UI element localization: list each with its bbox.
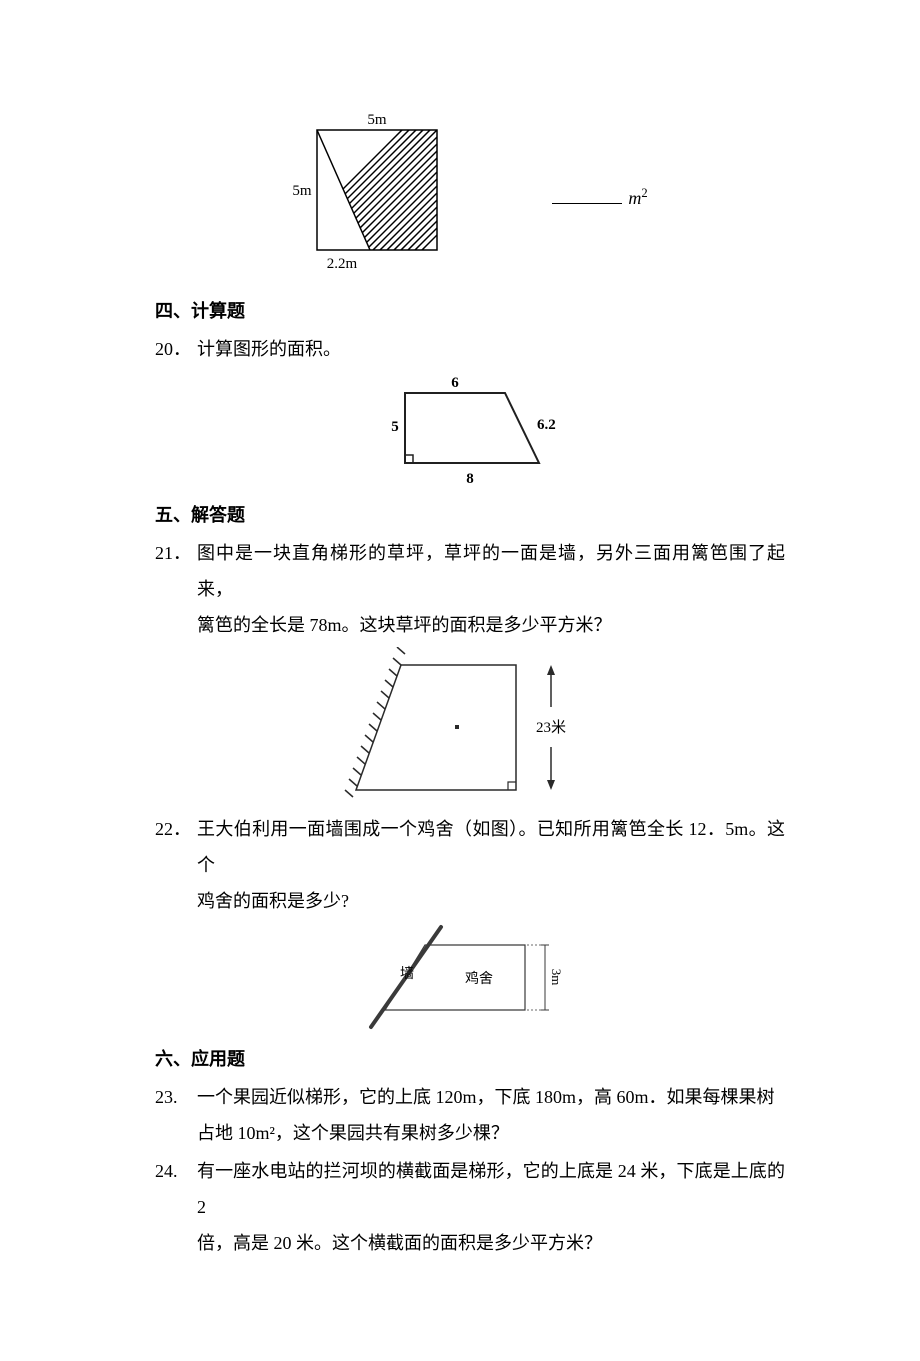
section-6-header: 六、应用题 — [155, 1041, 785, 1077]
question-20: 20． 计算图形的面积。 — [155, 331, 785, 367]
q21-line2: 篱笆的全长是 78m。这块草坪的面积是多少平方米？ — [197, 615, 612, 635]
q20-text: 计算图形的面积。 — [197, 331, 785, 367]
q19-unit: m — [628, 188, 641, 208]
question-24: 24. 有一座水电站的拦河坝的横截面是梯形，它的上底是 24 米，下底是上底的 … — [155, 1153, 785, 1261]
q24-number: 24. — [155, 1153, 197, 1189]
q20-top-label: 6 — [451, 375, 459, 391]
q24-line1: 有一座水电站的拦河坝的横截面是梯形，它的上底是 24 米，下底是上底的 2 — [197, 1161, 785, 1217]
question-23: 23. 一个果园近似梯形，它的上底 120m，下底 180m，高 60m．如果每… — [155, 1079, 785, 1151]
q23-line2: 占地 10m²，这个果园共有果树多少棵？ — [197, 1123, 509, 1143]
q21-figure-wrap: 23米 — [155, 647, 785, 807]
q23-number: 23. — [155, 1079, 197, 1115]
q21-line1: 图中是一块直角梯形的草坪，草坪的一面是墙，另外三面用篱笆围了起来， — [197, 543, 785, 599]
q20-right-label: 6.2 — [537, 417, 556, 433]
q22-line1: 王大伯利用一面墙围成一个鸡舍（如图）。已知所用篱笆全长 12．5m。这个 — [197, 819, 785, 875]
q21-number: 21． — [155, 535, 197, 571]
q20-trapezoid-figure: 6 5 6.2 8 — [375, 371, 565, 489]
q23-line1: 一个果园近似梯形，它的上底 120m，下底 180m，高 60m．如果每棵果树 — [197, 1087, 775, 1107]
section-4-header: 四、计算题 — [155, 293, 785, 329]
q19-figure-row: 5m 5m 2.2m m2 — [155, 110, 785, 285]
q19-answer-blank: m2 — [522, 180, 647, 216]
q19-bottom-label: 2.2m — [327, 256, 358, 272]
q19-left-label: 5m — [293, 183, 313, 199]
q20-left-label: 5 — [391, 419, 399, 435]
q22-line2: 鸡舍的面积是多少? — [197, 891, 349, 911]
q21-trapezoid-figure: 23米 — [335, 647, 605, 807]
question-22: 22． 王大伯利用一面墙围成一个鸡舍（如图）。已知所用篱笆全长 12．5m。这个… — [155, 811, 785, 919]
q20-bottom-label: 8 — [466, 471, 474, 487]
q22-height-label: 3m — [549, 969, 564, 986]
q22-coop-label: 鸡舍 — [465, 970, 493, 987]
q19-top-label: 5m — [368, 112, 388, 128]
q24-line2: 倍，高是 20 米。这个横截面的面积是多少平方米？ — [197, 1233, 602, 1253]
q22-coop-figure: 墙 鸡舍 3m — [355, 923, 585, 1033]
q22-figure-wrap: 墙 鸡舍 3m — [155, 923, 785, 1033]
question-21: 21． 图中是一块直角梯形的草坪，草坪的一面是墙，另外三面用篱笆围了起来， 篱笆… — [155, 535, 785, 643]
q20-figure-wrap: 6 5 6.2 8 — [155, 371, 785, 489]
q19-trapezoid-figure: 5m 5m 2.2m — [292, 110, 462, 285]
section-5-header: 五、解答题 — [155, 497, 785, 533]
q22-wall-label: 墙 — [400, 966, 414, 982]
q21-height-label: 23米 — [536, 719, 566, 736]
q22-number: 22． — [155, 811, 197, 847]
q20-number: 20． — [155, 331, 197, 367]
